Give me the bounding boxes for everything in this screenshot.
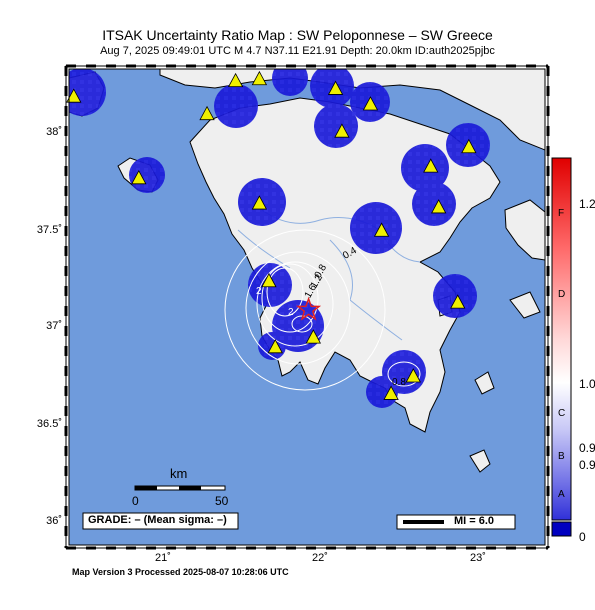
colorbar-letter: A [558, 489, 565, 500]
colorbar-value: 0.9 [579, 441, 595, 455]
station-marker [450, 294, 466, 309]
mi-legend-box [396, 514, 516, 530]
lat-tick-label: 37˚ [46, 320, 62, 332]
map-footer: Map Version 3 Processed 2025-08-07 10:28… [72, 567, 289, 577]
station-marker [362, 96, 379, 111]
event-info: Aug 7, 2025 09:49:01 UTC M 4.7 N37.11 E2… [100, 45, 495, 57]
grade-text: GRADE: – (Mean sigma: –) [88, 514, 227, 526]
station-marker [227, 72, 244, 88]
station-marker [131, 169, 147, 185]
epicenter-star [295, 296, 322, 321]
lon-tick-label: 23˚ [470, 552, 486, 564]
map-title: ITSAK Uncertainty Ratio Map : SW Pelopon… [102, 27, 493, 43]
colorbar-letter: F [558, 208, 565, 219]
ratio-contours [224, 229, 421, 391]
station-marker [373, 222, 390, 237]
station-marker [405, 368, 421, 383]
lat-tick-label: 36.5˚ [36, 418, 62, 430]
station-marker [383, 385, 399, 400]
scale-unit: km [170, 466, 188, 481]
station-marker [66, 88, 82, 103]
station-marker [461, 138, 477, 154]
lat-tick-label: 36˚ [46, 515, 62, 527]
scale-end: 50 [215, 494, 229, 508]
mi-text: MI = 6.0 [454, 515, 495, 527]
station-marker [431, 199, 447, 214]
station-marker [327, 80, 344, 95]
contour-label: 2 [288, 307, 294, 318]
colorbar-value: 1.0 [579, 377, 595, 391]
lat-tick-label: 37.5˚ [36, 224, 62, 236]
epicenter-star-shape [295, 296, 322, 321]
colorbar-value: 1.2 [579, 197, 595, 211]
map-area [69, 69, 545, 545]
station-marker [305, 329, 322, 344]
colorbar-letter: C [558, 408, 566, 419]
colorbar-letter: D [558, 289, 566, 300]
station-marker [251, 70, 268, 86]
contour-label: 0.8 [392, 377, 406, 388]
station-marker [199, 105, 215, 121]
colorbar-value: 0.9 [579, 458, 595, 472]
station-markers [66, 70, 477, 400]
lon-tick-label: 22˚ [312, 552, 328, 564]
map-border [64, 64, 550, 550]
station-marker [267, 338, 283, 354]
station-marker [251, 195, 268, 210]
station-marker [261, 272, 277, 288]
station-marker [423, 158, 439, 173]
scale-start: 0 [132, 494, 139, 508]
lat-tick-label: 38˚ [46, 126, 62, 138]
scale-bar [134, 485, 226, 491]
contour-label: 2 [256, 286, 262, 297]
station-marker [334, 123, 350, 138]
colorbar [551, 157, 572, 537]
lon-tick-label: 21˚ [155, 552, 171, 564]
colorbar-letter: B [558, 451, 565, 462]
colorbar-value: 0 [579, 530, 586, 544]
grade-box [82, 512, 239, 530]
